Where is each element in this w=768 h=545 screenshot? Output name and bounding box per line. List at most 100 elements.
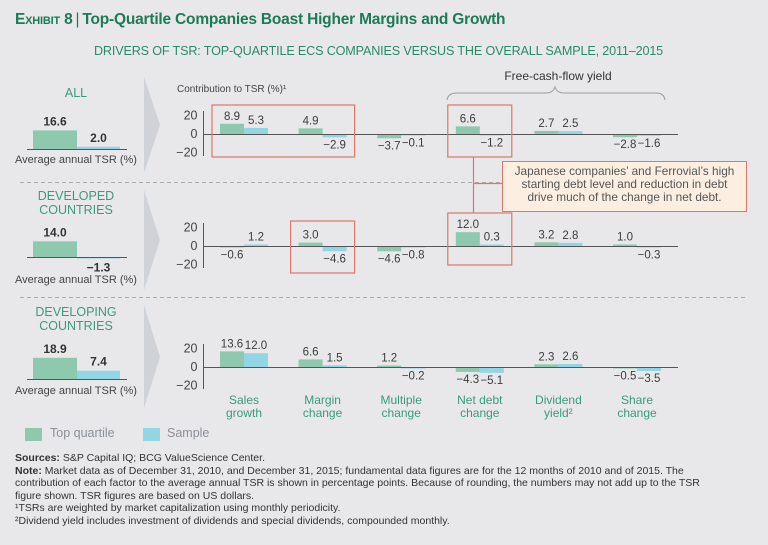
avg-tsr-bar-sample (77, 146, 120, 149)
bar-top-quartile (220, 351, 244, 367)
bar-top-quartile (534, 130, 559, 134)
y-tick-label: −20 (176, 146, 197, 160)
y-tick-label: 20 (184, 220, 198, 234)
chevron-arrow-icon (144, 190, 160, 290)
value-label: −2.8 (614, 139, 637, 151)
section-label-all: ALL (21, 86, 131, 100)
value-label: −3.7 (378, 140, 401, 152)
bar-top-quartile (455, 367, 480, 372)
bar-top-quartile (455, 232, 480, 246)
avg-tsr-bar-top-quartile (33, 357, 77, 379)
legend-swatch-sample (143, 428, 160, 441)
category-label: Sales (229, 393, 259, 407)
value-label: 1.0 (617, 232, 633, 244)
category-label: growth (226, 406, 262, 420)
highlight-box (447, 104, 513, 158)
value-label: −5.1 (480, 375, 503, 387)
value-label: −0.3 (638, 250, 661, 262)
category-label: Net debt (457, 393, 503, 407)
value-label: 12.0 (457, 219, 479, 231)
avg-tsr-value-label: 14.0 (43, 225, 67, 239)
value-label: 1.2 (248, 232, 264, 244)
bar-top-quartile (613, 244, 637, 246)
section-label-line: DEVELOPING (35, 305, 117, 319)
y-tick-label: 20 (184, 108, 198, 122)
bar-sample (322, 365, 347, 367)
bar-sample (244, 127, 268, 134)
category-label: change (303, 406, 343, 420)
callout-line: Japanese companies’ and Ferrovial’s high (514, 164, 735, 178)
bar-sample (558, 242, 583, 246)
bar-top-quartile (534, 364, 559, 367)
category-label: Share (621, 393, 653, 407)
section-label-line: COUNTRIES (39, 203, 113, 217)
value-label: −4.6 (378, 253, 401, 265)
title-separator: | (75, 11, 80, 28)
free-cash-flow-brace (446, 85, 666, 101)
note-paragraph: Note: Market data as of December 31, 201… (15, 465, 727, 503)
value-label: −4.6 (323, 253, 346, 265)
bar-sample (244, 244, 268, 246)
value-label: 2.6 (562, 351, 578, 363)
bar-sample (558, 364, 583, 367)
value-label: −3.5 (638, 373, 661, 385)
legend-label-top-quartile: Top quartile (50, 426, 115, 440)
value-label: 2.8 (562, 230, 578, 242)
bar-sample (244, 353, 268, 367)
bar-top-quartile (534, 242, 559, 246)
bar-sample (479, 367, 504, 373)
bar-top-quartile (377, 134, 402, 139)
bar-top-quartile (377, 246, 402, 252)
value-label: 3.2 (538, 229, 554, 241)
value-label: 5.3 (248, 115, 264, 127)
bar-sample (322, 134, 347, 138)
highlight-box (447, 212, 513, 266)
value-label: −4.3 (456, 374, 479, 386)
highlight-box (211, 104, 356, 158)
avg-tsr-caption: Average annual TSR (%) (15, 154, 137, 166)
bar-sample (637, 367, 661, 372)
value-label: −1.6 (638, 138, 661, 150)
note-text: Market data as of December 31, 2010, and… (15, 464, 700, 502)
category-label: Margin (304, 393, 341, 407)
avg-tsr-bar-top-quartile (33, 130, 77, 149)
section-label-line: ALL (64, 86, 88, 100)
footnote-2: ²Dividend yield includes investment of d… (15, 514, 450, 527)
bar-top-quartile (377, 365, 402, 367)
chevron-arrow-icon (144, 305, 160, 408)
bar-sample (558, 131, 583, 134)
exhibit-title-text: Top-Quartile Companies Boast Higher Marg… (82, 11, 506, 28)
value-label: 6.6 (460, 113, 476, 125)
bar-top-quartile (220, 123, 244, 134)
value-label: 1.5 (327, 352, 343, 364)
value-label: −0.8 (402, 250, 425, 262)
avg-tsr-value-label: 18.9 (43, 342, 67, 356)
value-label: −0.2 (402, 371, 425, 383)
value-label: 13.6 (221, 338, 243, 350)
value-label: 4.9 (303, 115, 319, 127)
value-label: 8.9 (224, 111, 240, 123)
sources-label: Sources: (15, 452, 60, 464)
avg-tsr-caption: Average annual TSR (%) (15, 274, 137, 286)
free-cash-flow-bracket-label: Free-cash-flow yield (504, 69, 612, 83)
avg-tsr-value-label: 7.4 (90, 355, 107, 369)
exhibit-title: Exhibit 8 | Top-Quartile Companies Boast H… (15, 11, 506, 29)
avg-tsr-value-label: 16.6 (43, 114, 67, 128)
bar-top-quartile (298, 359, 323, 367)
value-label: −1.2 (480, 138, 503, 150)
bar-top-quartile (455, 126, 480, 134)
sources-text: S&P Capital IQ; BCG ValueScience Center. (59, 452, 265, 464)
y-tick-label: −20 (176, 379, 197, 393)
note-label: Note: (15, 464, 42, 477)
value-label: 2.3 (538, 351, 554, 363)
chevron-arrow-icon (144, 77, 160, 173)
value-label: −2.9 (323, 139, 346, 151)
category-label: Multiple (381, 393, 423, 407)
value-label: −0.5 (614, 371, 637, 383)
y-tick-label: 0 (191, 127, 198, 141)
category-label: Dividend (535, 393, 582, 407)
category-label: change (382, 406, 422, 420)
value-label: −0.6 (221, 250, 244, 262)
footnote-1: ¹TSRs are weighted by market capitalizat… (15, 502, 341, 515)
